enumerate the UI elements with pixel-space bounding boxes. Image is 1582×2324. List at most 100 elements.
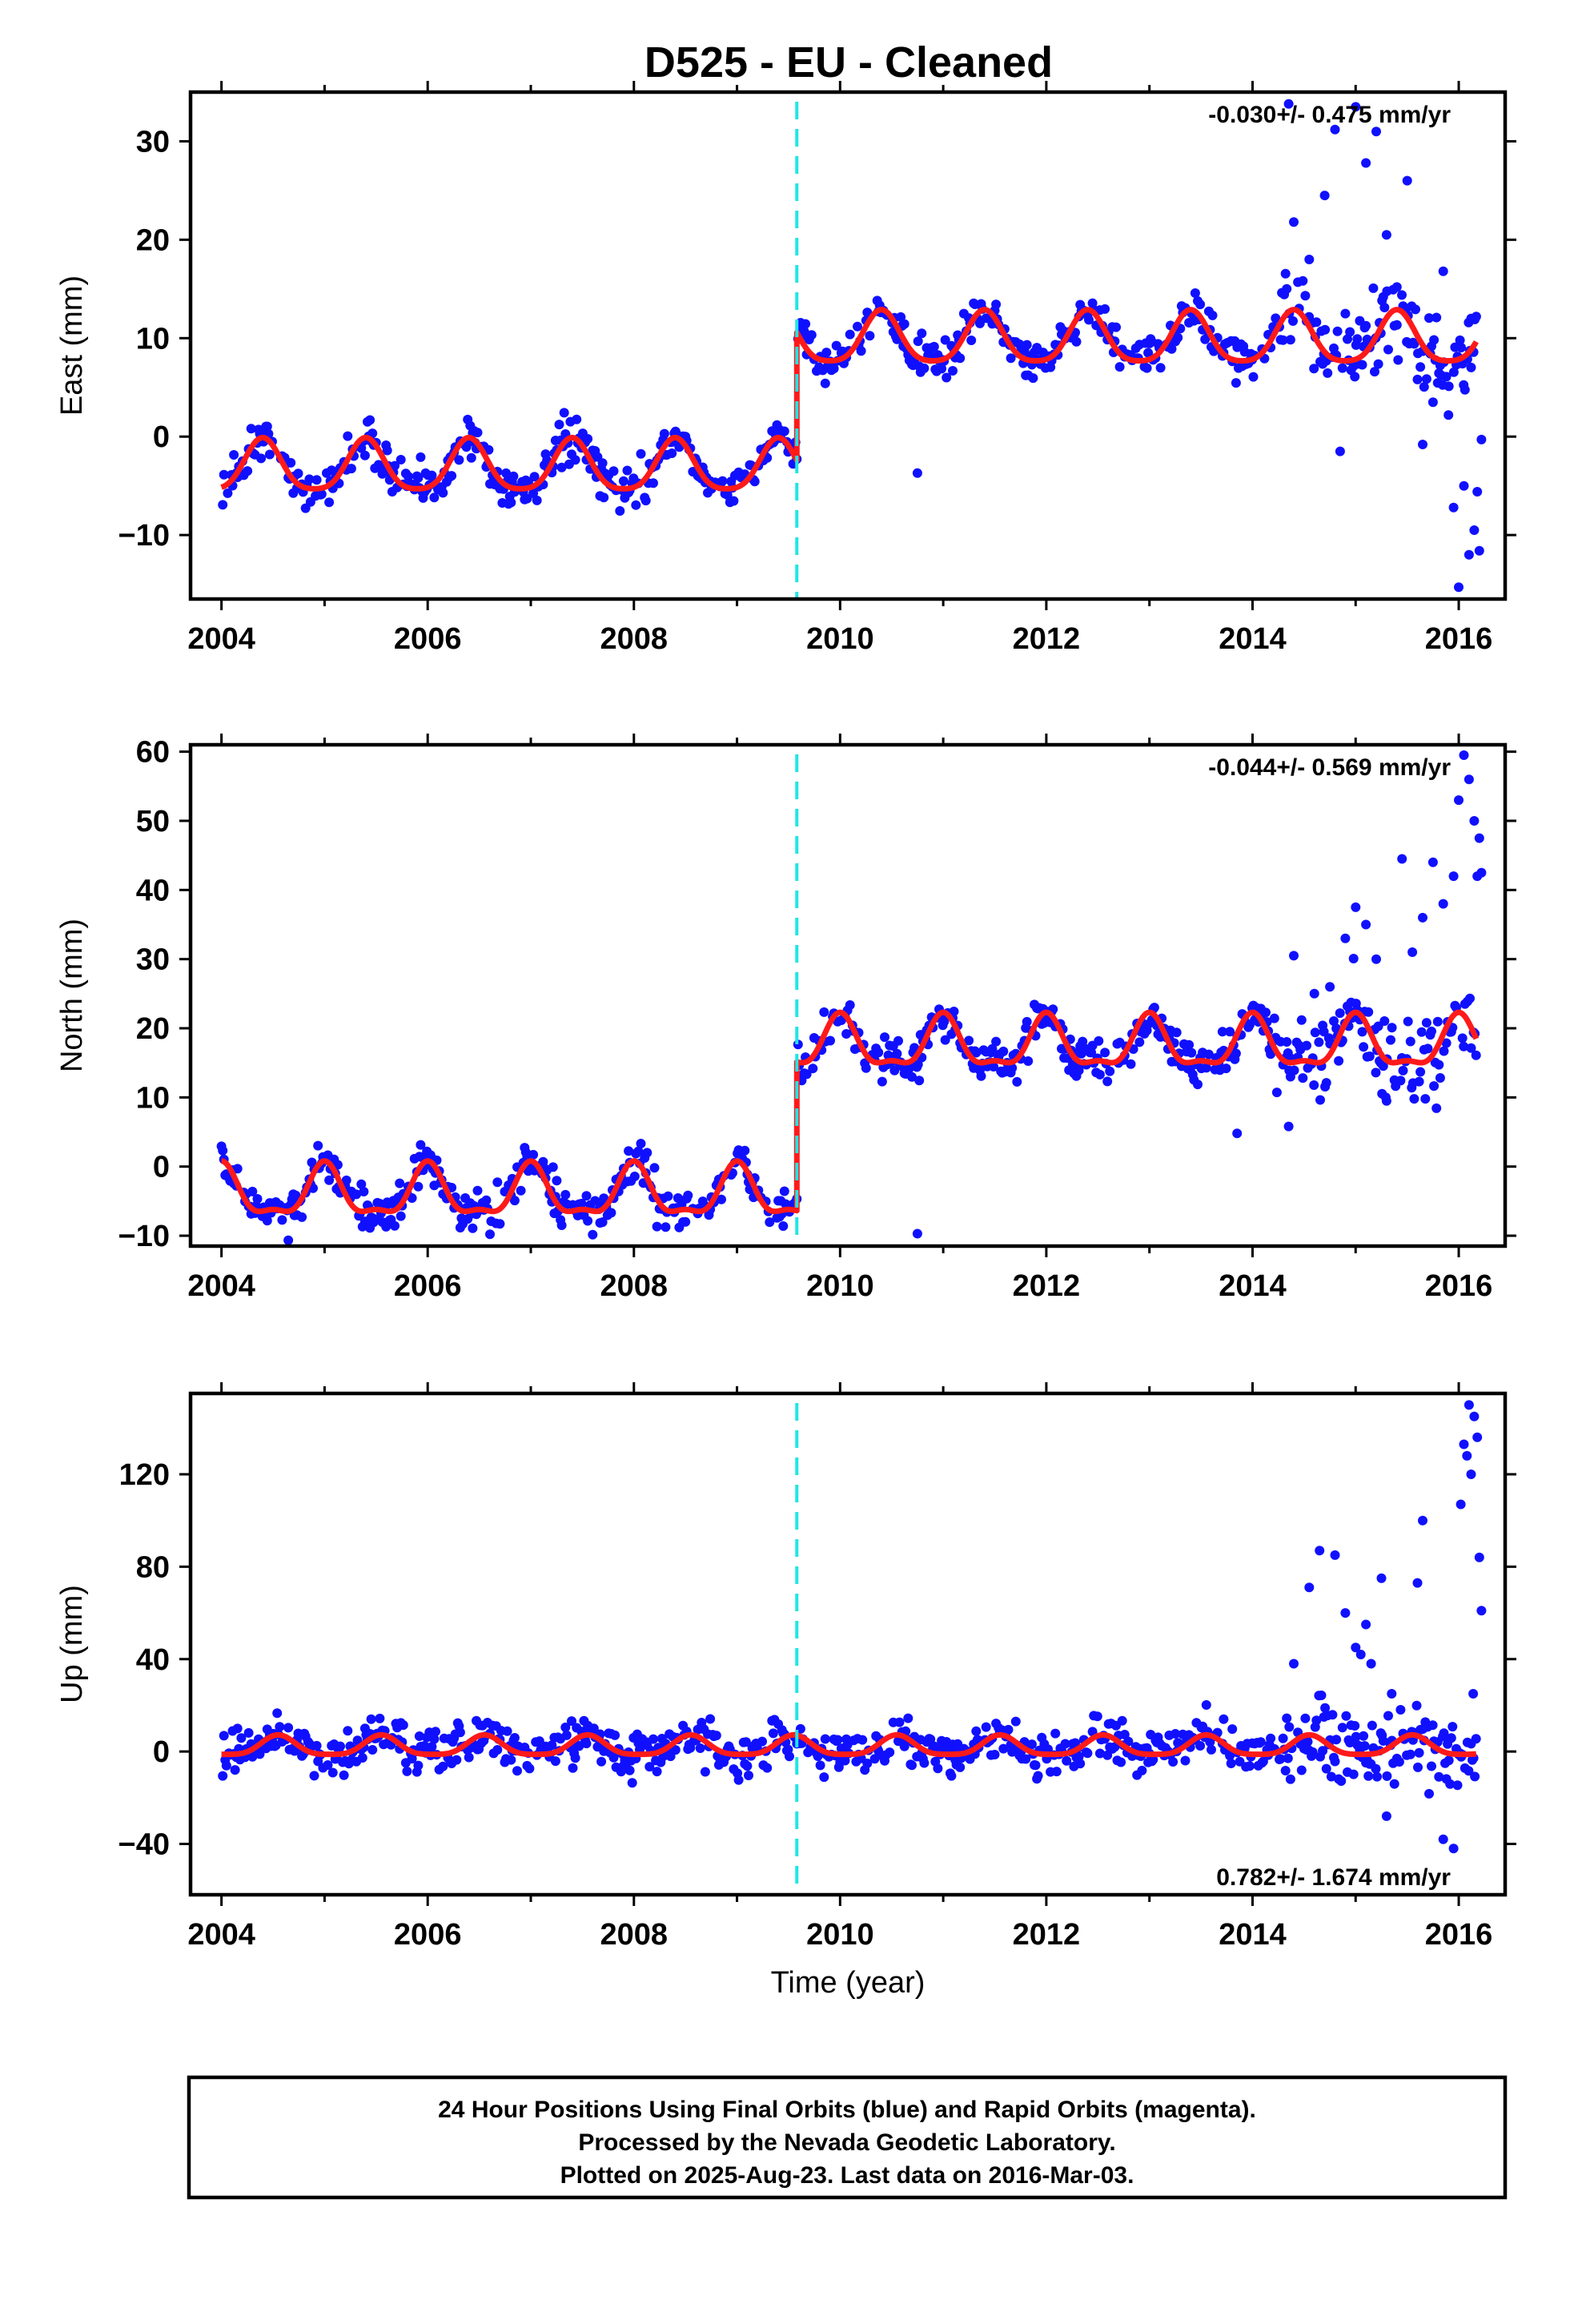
data-point [1307, 1747, 1318, 1757]
data-point [1371, 1068, 1381, 1078]
data-point [1105, 1066, 1115, 1076]
data-point [1134, 1037, 1145, 1047]
data-point [845, 329, 855, 340]
data-point [894, 1717, 905, 1727]
data-point [1110, 1742, 1120, 1752]
data-point [987, 1043, 998, 1054]
data-point [1289, 1065, 1299, 1076]
data-point [1227, 1724, 1238, 1735]
data-point [1071, 336, 1082, 347]
data-point [1302, 1040, 1311, 1051]
data-point [608, 466, 619, 476]
model-curve [219, 1009, 1480, 1215]
x-tick-label: 2006 [394, 622, 462, 656]
data-point [1193, 1080, 1203, 1090]
data-point [1231, 378, 1241, 388]
data-point [501, 468, 512, 478]
outlier-point [1289, 217, 1299, 227]
data-point [1315, 1095, 1325, 1105]
outlier-point [1315, 1546, 1325, 1556]
data-point [700, 1767, 710, 1777]
data-point [976, 1071, 986, 1081]
data-point [466, 452, 476, 463]
data-point [1455, 335, 1465, 345]
data-point [468, 1223, 478, 1233]
outlier-point [1448, 871, 1459, 882]
outlier-point [1340, 308, 1351, 319]
data-point [588, 1229, 598, 1240]
data-point [806, 330, 817, 340]
outlier-point [1407, 947, 1418, 957]
model-curve [219, 307, 1479, 492]
outlier-point [1454, 582, 1464, 593]
footer-frame [187, 2075, 1508, 2200]
outlier-point [1464, 549, 1474, 560]
data-point [1300, 1713, 1311, 1723]
data-point [343, 431, 353, 441]
data-point [1320, 324, 1331, 335]
outlier-point [1351, 102, 1361, 112]
data-point [919, 363, 930, 373]
y-tick-label: 20 [136, 1012, 170, 1046]
data-point [1434, 1771, 1444, 1782]
data-point [356, 1179, 367, 1189]
data-point [1431, 1103, 1442, 1113]
data-point [1023, 1056, 1034, 1066]
data-point [532, 495, 542, 505]
data-point [346, 464, 356, 474]
outlier-point [1418, 1515, 1427, 1526]
data-point [768, 1728, 778, 1739]
data-point [1278, 335, 1288, 345]
data-point [277, 1215, 287, 1225]
data-point [778, 1221, 789, 1231]
data-point [1225, 1751, 1235, 1761]
data-point [1441, 1038, 1452, 1048]
outlier-point [1472, 487, 1483, 497]
data-point [1219, 1714, 1229, 1724]
rate-label: -0.044+/- 0.569 mm/yr [1208, 754, 1451, 781]
data-point [252, 1194, 263, 1204]
data-point [236, 1733, 247, 1743]
data-point [485, 1229, 495, 1240]
data-point [343, 1726, 353, 1736]
data-point [652, 1221, 662, 1232]
outlier-point [1474, 545, 1484, 556]
y-axis-title: Up (mm) [55, 1585, 89, 1703]
data-point [1379, 1016, 1390, 1026]
data-point [375, 1713, 385, 1723]
outlier-point [1335, 446, 1345, 456]
outlier-point [1438, 1834, 1448, 1844]
data-point [1439, 1046, 1449, 1056]
data-point [576, 1198, 587, 1208]
outlier-point [1471, 312, 1481, 322]
data-point [991, 1036, 1002, 1047]
data-point [1168, 1757, 1178, 1767]
data-point [481, 1195, 492, 1205]
data-point [1321, 1078, 1331, 1088]
outlier-point [1464, 1400, 1474, 1410]
outlier-point [1351, 1642, 1361, 1653]
data-point [524, 1763, 535, 1774]
x-tick-label: 2010 [806, 622, 874, 656]
data-point [1431, 312, 1442, 323]
data-point [989, 1062, 998, 1072]
data-point [1231, 1048, 1241, 1059]
x-tick-label: 2014 [1219, 1269, 1287, 1303]
data-point [1284, 1722, 1295, 1732]
data-point [857, 1735, 868, 1745]
outlier-point [1459, 480, 1469, 491]
data-point [865, 331, 875, 341]
data-point [264, 449, 275, 460]
data-point [1278, 1733, 1288, 1743]
data-point [1421, 374, 1431, 384]
outlier-point [912, 468, 922, 478]
data-point [232, 1164, 243, 1174]
data-point [1207, 1744, 1216, 1755]
data-point [1111, 322, 1121, 332]
outlier-point [1340, 933, 1351, 943]
data-point [1394, 1757, 1404, 1767]
data-point [229, 450, 239, 460]
outlier-point [1427, 857, 1438, 867]
data-point [998, 1046, 1009, 1056]
data-point [825, 1035, 835, 1046]
